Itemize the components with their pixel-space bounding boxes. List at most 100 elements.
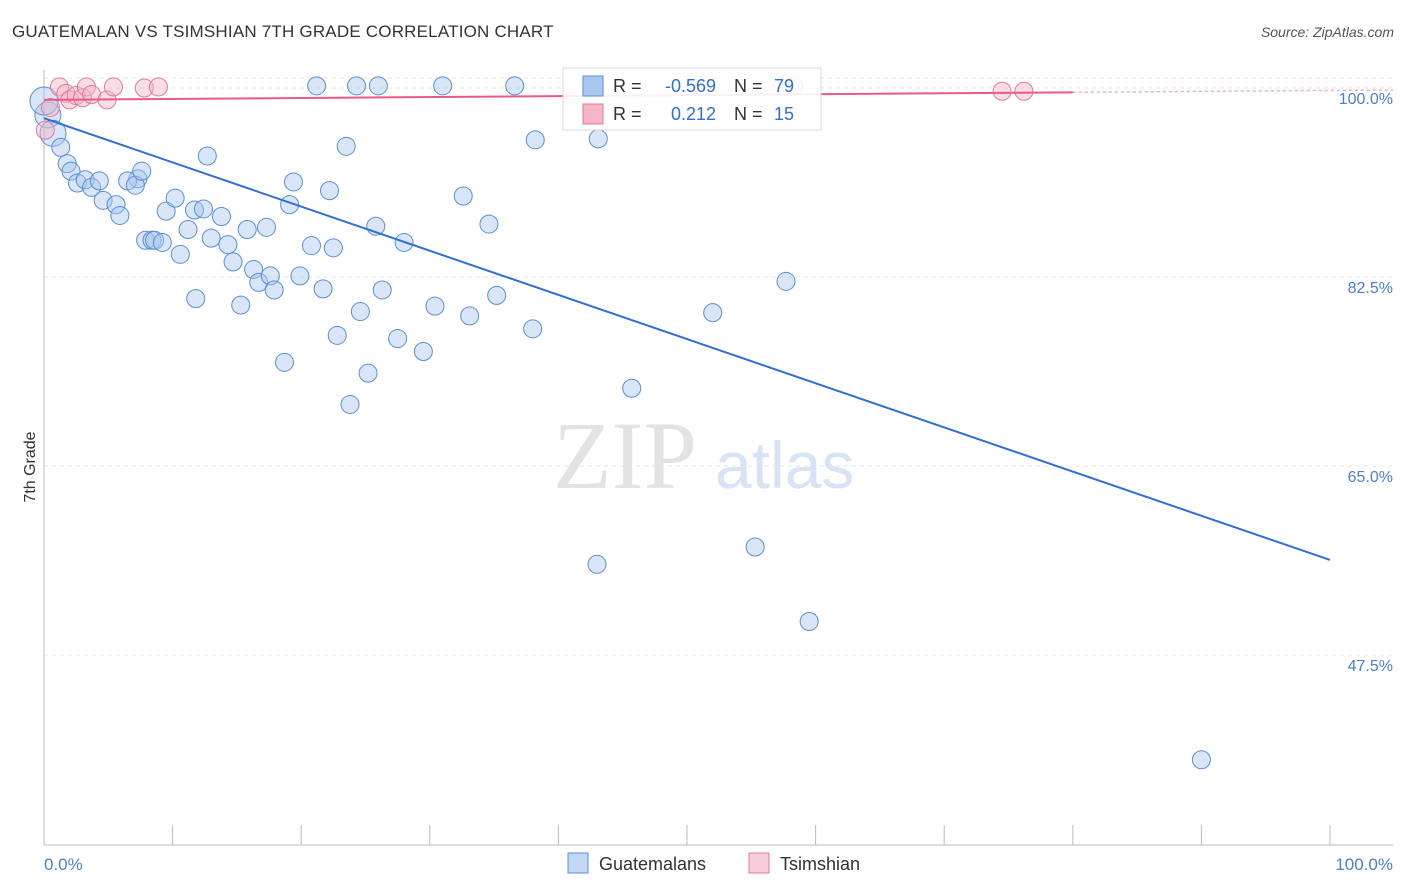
guatemalan-point-75 xyxy=(433,76,453,96)
x-tick-label-left: 0.0% xyxy=(44,855,83,874)
guatemalan-point-60 xyxy=(479,214,499,234)
guatemalan-point-19 xyxy=(152,232,172,252)
watermark-atlas: atlas xyxy=(715,428,854,502)
guatemalan-point-7 xyxy=(82,177,102,197)
stats-n-label-0: N = xyxy=(734,76,763,96)
stats-r-label-1: R = xyxy=(613,104,642,124)
guatemalan-point-32 xyxy=(231,295,251,315)
guatemalan-point-69 xyxy=(776,271,796,291)
stats-n-value-0: 79 xyxy=(774,76,794,96)
guatemalan-point-49 xyxy=(340,394,360,414)
tsimshian-point-10 xyxy=(134,78,154,98)
guatemalan-point-72 xyxy=(307,76,327,96)
trend-lines xyxy=(43,89,1394,561)
stats-n-value-1: 15 xyxy=(774,104,794,124)
series-legend-swatch-0 xyxy=(567,852,589,874)
y-tick-label-2: 65.0% xyxy=(1348,469,1393,486)
watermark: ZIP atlas xyxy=(553,402,854,509)
guatemalan-point-54 xyxy=(388,329,408,349)
stats-r-value-0: -0.569 xyxy=(665,76,716,96)
guatemalan-point-2 xyxy=(51,137,71,157)
guatemalan-point-47 xyxy=(327,325,347,345)
guatemalan-point-6 xyxy=(75,170,95,190)
guatemalan-point-20 xyxy=(156,201,176,221)
guatemalan-point-58 xyxy=(453,186,473,206)
guatemalan-point-37 xyxy=(260,266,280,286)
guatemalan-point-76 xyxy=(505,76,525,96)
axes xyxy=(43,70,1393,846)
guatemalan-point-43 xyxy=(301,236,321,256)
guatemalan-point-61 xyxy=(487,285,507,305)
guatemalan-point-63 xyxy=(525,130,545,150)
guatemalan-point-38 xyxy=(264,280,284,300)
y-tick-label-3: 47.5% xyxy=(1348,658,1393,675)
guatemalan-point-23 xyxy=(178,219,198,239)
guatemalan-point-45 xyxy=(319,181,339,201)
guatemalan-point-39 xyxy=(274,352,294,372)
guatemalan-point-10 xyxy=(106,195,126,215)
series-legend-label-1: Tsimshian xyxy=(780,854,860,874)
y-tick-labels: 100.0% 82.5% 65.0% 47.5% xyxy=(1339,91,1393,675)
watermark-zip: ZIP xyxy=(553,402,697,509)
guatemalan-point-26 xyxy=(193,199,213,219)
guatemalan-point-62 xyxy=(523,319,543,339)
stats-legend: R = -0.569 N = 79 R = 0.212 N = 15 xyxy=(562,67,822,131)
guatemalan-point-36 xyxy=(256,217,276,237)
guatemalan-point-30 xyxy=(218,235,238,255)
source-label: Source: ZipAtlas.com xyxy=(1260,24,1394,40)
guatemalan-point-56 xyxy=(413,342,433,362)
tsimshian-point-9 xyxy=(103,77,123,97)
y-tick-label-1: 82.5% xyxy=(1348,280,1393,297)
guatemalan-point-46 xyxy=(323,238,343,258)
gridlines xyxy=(44,77,1393,656)
tsimshian-trend-extension xyxy=(1072,89,1394,94)
tsimshian-point-0 xyxy=(40,97,60,117)
guatemalan-point-22 xyxy=(170,244,190,264)
guatemalan-trend-line xyxy=(43,117,1331,561)
guatemalan-point-35 xyxy=(249,272,269,292)
guatemalan-point-48 xyxy=(336,136,356,156)
tsimshian-trend-line xyxy=(43,91,1073,101)
tsimshian-point-13 xyxy=(992,81,1012,101)
chart-title: GUATEMALAN VS TSIMSHIAN 7TH GRADE CORREL… xyxy=(12,22,554,41)
series-legend-label-0: Guatemalans xyxy=(599,854,706,874)
guatemalan-point-67 xyxy=(703,303,723,323)
guatemalan-point-11 xyxy=(110,205,130,225)
guatemalan-point-74 xyxy=(368,76,388,96)
guatemalan-point-8 xyxy=(89,171,109,191)
x-tick-label-right: 100.0% xyxy=(1335,855,1393,874)
tsimshian-point-12 xyxy=(35,120,55,140)
series-legend: Guatemalans Tsimshian xyxy=(567,852,860,874)
guatemalan-point-18 xyxy=(145,230,165,250)
stats-r-label-0: R = xyxy=(613,76,642,96)
guatemalan-point-50 xyxy=(350,302,370,322)
stats-swatch-1 xyxy=(582,103,604,125)
guatemalan-point-15 xyxy=(132,161,152,181)
guatemalan-point-66 xyxy=(587,554,607,574)
guatemalan-point-53 xyxy=(372,280,392,300)
guatemalan-point-41 xyxy=(283,172,303,192)
guatemalan-point-25 xyxy=(186,289,206,309)
y-tick-label-0: 100.0% xyxy=(1339,91,1393,108)
guatemalan-point-28 xyxy=(201,228,221,248)
guatemalan-point-68 xyxy=(745,537,765,557)
stats-legend-frame xyxy=(562,67,822,131)
stats-r-value-1: 0.212 xyxy=(671,104,716,124)
stats-n-label-1: N = xyxy=(734,104,763,124)
guatemalan-point-14 xyxy=(125,175,145,195)
guatemalan-point-73 xyxy=(346,76,366,96)
guatemalan-point-70 xyxy=(799,612,819,632)
guatemalan-point-5 xyxy=(67,173,87,193)
y-axis-label: 7th Grade xyxy=(22,431,39,502)
guatemalan-point-64 xyxy=(588,129,608,149)
guatemalan-point-29 xyxy=(211,207,231,227)
guatemalan-point-4 xyxy=(61,161,81,181)
guatemalan-point-51 xyxy=(358,363,378,383)
guatemalan-point-65 xyxy=(622,378,642,398)
guatemalan-point-31 xyxy=(223,252,243,272)
guatemalan-point-21 xyxy=(165,188,185,208)
stats-swatch-0 xyxy=(582,75,604,97)
tsimshian-point-14 xyxy=(1014,81,1034,101)
guatemalan-point-71 xyxy=(1191,750,1211,770)
